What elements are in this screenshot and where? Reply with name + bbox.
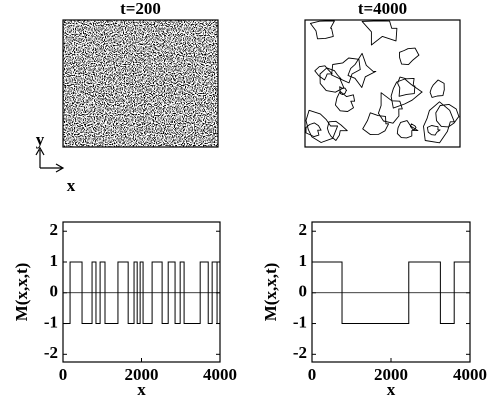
panel-title: t=4000 (358, 0, 407, 18)
domain-wall (397, 76, 416, 97)
domain-wall (334, 90, 356, 112)
domain-wall (435, 103, 460, 128)
domain-wall (331, 57, 361, 84)
panel-title: t=200 (120, 0, 161, 18)
y-axis-label: M(x,x,t) (12, 263, 31, 322)
domain-wall (409, 123, 417, 131)
y-axis-label: M(x,x,t) (261, 263, 280, 322)
domain-wall (319, 67, 345, 93)
domain-wall (305, 122, 322, 138)
snapshot-frame (62, 19, 219, 148)
domain-wall (314, 65, 333, 81)
x-axis-label: x (387, 380, 396, 399)
domain-wall (377, 92, 403, 124)
domain-wall (361, 20, 398, 46)
plot-frame (62, 221, 221, 363)
x-tick-label: 2000 (374, 365, 408, 384)
domain-wall (305, 109, 339, 143)
domain-wall (396, 120, 419, 139)
x-tick-label: 4000 (203, 365, 237, 384)
y-tick-label: 2 (50, 220, 59, 239)
y-tick-label: 1 (50, 251, 59, 270)
x-tick-label: 4000 (453, 365, 487, 384)
y-tick-label: -1 (293, 312, 307, 331)
y-tick-label: 2 (299, 220, 308, 239)
domain-wall (423, 101, 455, 144)
y-tick-label: 0 (299, 282, 308, 301)
domain-wall (399, 47, 420, 66)
domain-wall (362, 112, 390, 136)
snapshot-frame (304, 19, 461, 148)
domain-wall (426, 125, 441, 136)
domain-wall (309, 20, 335, 40)
domain-wall (429, 79, 445, 98)
y-tick-label: -1 (44, 312, 58, 331)
y-tick-label: 1 (299, 251, 308, 270)
panel: t=4000 -2 -1 0 1 2 0 2000 4000 x M(x,x,t) (261, 0, 487, 399)
axes-indicator (35, 146, 65, 173)
x-tick-label: 0 (308, 365, 317, 384)
y-tick-label: -2 (44, 343, 58, 362)
x-tick-label: 2000 (125, 365, 159, 384)
x-axis-label: x (137, 380, 146, 399)
domain-wall (347, 52, 377, 88)
indicator-x: x (67, 176, 76, 195)
snapshot-noise (63, 20, 218, 147)
y-tick-label: -2 (293, 343, 307, 362)
panel: t=200 -2 -1 0 1 2 0 2000 4000 x M(x,x,t) (12, 0, 237, 399)
data-line (312, 261, 470, 325)
domain-wall (326, 120, 348, 141)
data-line (63, 261, 220, 325)
y-tick-label: 0 (50, 282, 59, 301)
plot-frame (311, 221, 471, 363)
indicator-y: y (36, 130, 45, 149)
snapshot-bg (305, 20, 460, 147)
x-tick-label: 0 (59, 365, 68, 384)
